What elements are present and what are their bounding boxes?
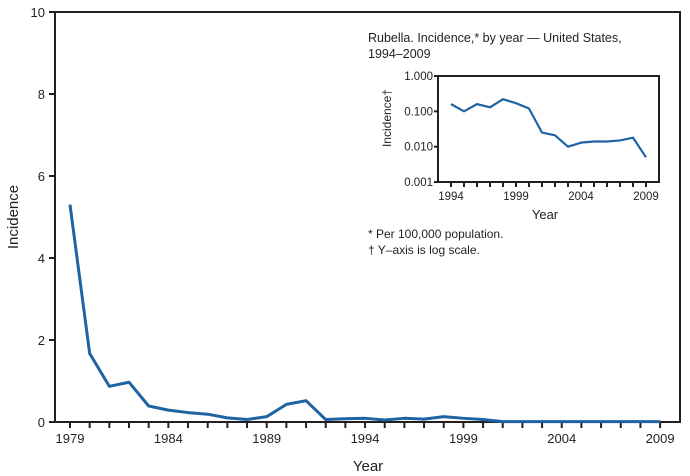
x-tick-label: 1989 [252,431,281,446]
x-tick-label: 1999 [449,431,478,446]
inset-frame [437,75,660,183]
inset-chart: 1994 1999 2004 2009 1.000 0.100 0.010 0.001 Year… [380,71,660,222]
inset-x-tick-label: 2004 [568,191,594,203]
x-tick-label: 1984 [154,431,183,446]
incidence-line [68,204,661,424]
x-tick-label: 2004 [547,431,576,446]
y-tick-label: 4 [38,251,45,266]
inset-x-axis-label: Year [532,207,559,222]
y-tick-label: 6 [38,169,45,184]
x-axis-label: Year [353,458,383,475]
footnote-2: † Y–axis is log scale. [368,243,480,257]
inset-x-tick-label: 1994 [438,191,464,203]
inset-title-line2: 1994–2009 [368,47,431,61]
plot-frame [54,11,681,423]
y-tick-label: 0 [38,415,45,430]
main-chart: 1979 1984 1989 1994 1999 2004 2009 0 2 4 6 8 10 Year I… [5,5,681,475]
inset-y-tick-label: 0.010 [404,142,433,154]
x-tick-label: 2009 [646,431,675,446]
footnote-1: * Per 100,000 population. [368,227,503,241]
inset-y-tick-label: 0.100 [404,106,433,118]
x-tick-label: 1994 [351,431,380,446]
y-axis-label: Incidence [5,185,22,249]
inset-y-tick-label: 0.001 [404,177,433,189]
inset-x-tick-label: 2009 [633,191,659,203]
inset-title-line1: Rubella. Incidence,* by year — United St… [368,31,622,45]
y-tick-label: 8 [38,87,45,102]
y-tick-label: 2 [38,333,45,348]
inset-y-tick-label: 1.000 [404,71,433,83]
inset-x-tick-label: 1999 [503,191,529,203]
inset-incidence-line [450,98,647,158]
x-tick-label: 1979 [56,431,85,446]
y-tick-label: 10 [31,5,45,20]
inset-y-axis-label: Incidence† [380,89,394,147]
